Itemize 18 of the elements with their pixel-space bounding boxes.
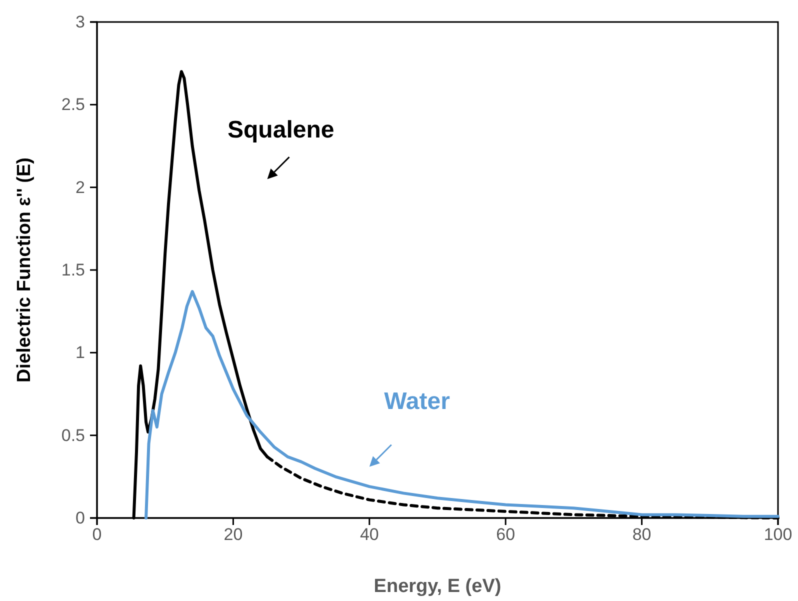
y-tick-label: 0.5 bbox=[61, 426, 85, 445]
y-tick-label: 2 bbox=[76, 178, 85, 197]
x-tick-label: 60 bbox=[496, 525, 516, 544]
y-axis-title: Dielectric Function ε'' (E) bbox=[14, 158, 35, 382]
line-series bbox=[144, 290, 780, 520]
y-tick-label: 3 bbox=[76, 12, 85, 32]
x-tick-label: 80 bbox=[632, 525, 652, 544]
y-tick-label: 2.5 bbox=[61, 95, 85, 114]
x-tick-label: 100 bbox=[764, 525, 792, 544]
y-tick-label: 0 bbox=[76, 508, 85, 528]
x-tick-label: 20 bbox=[224, 525, 243, 544]
x-axis-title: Energy, E (eV) bbox=[374, 576, 502, 597]
y-tick-label: 1.5 bbox=[61, 260, 85, 280]
text: Water bbox=[384, 388, 450, 415]
y-tick-label: 1 bbox=[76, 343, 85, 362]
x-tick-label: 40 bbox=[360, 525, 379, 544]
series-label: Squalene bbox=[228, 116, 334, 144]
x-tick-label: 0 bbox=[92, 525, 102, 544]
